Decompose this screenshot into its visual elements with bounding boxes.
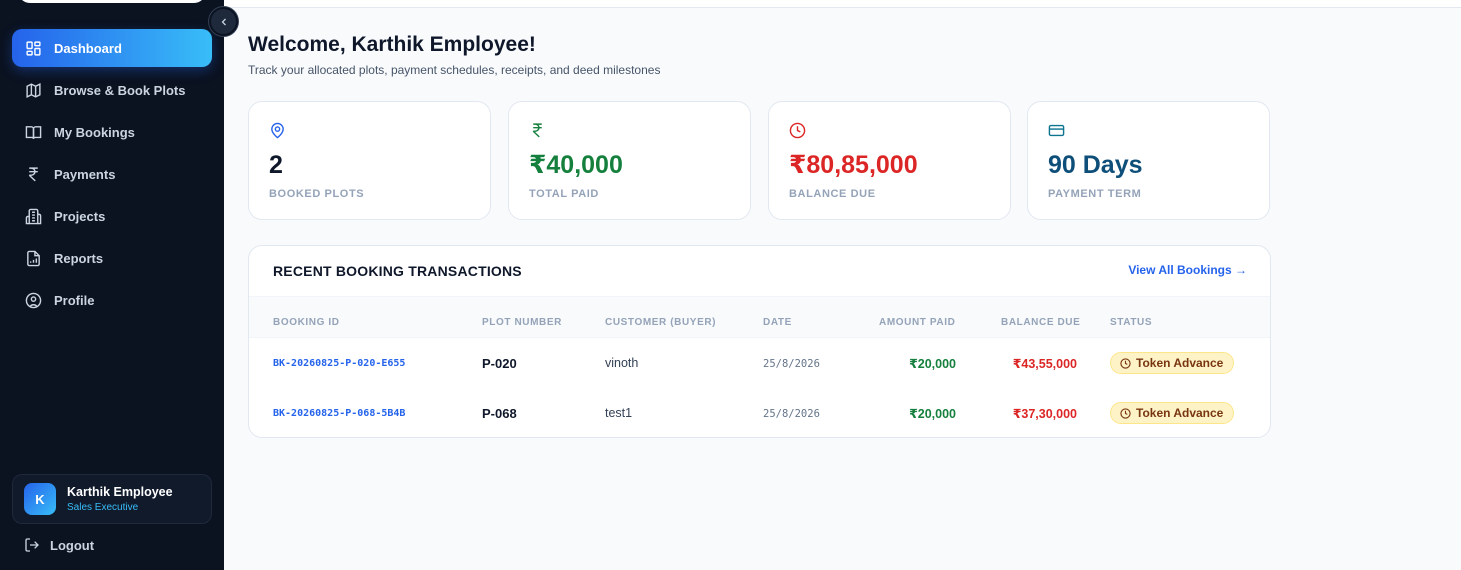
column-header: PLOT NUMBER: [482, 317, 562, 328]
sidebar-collapse-button[interactable]: [209, 7, 238, 36]
credit-card-icon: [1048, 122, 1066, 140]
sidebar-item-payments[interactable]: Payments: [12, 155, 212, 193]
stat-value: 2: [269, 151, 283, 179]
page-subtitle: Track your allocated plots, payment sche…: [248, 63, 661, 77]
table-header: BOOKING ID PLOT NUMBER CUSTOMER (BUYER) …: [249, 296, 1270, 338]
stat-value: 90 Days: [1048, 151, 1143, 179]
user-circle-icon: [24, 291, 42, 309]
column-header: BOOKING ID: [273, 317, 340, 328]
sidebar-nav: Dashboard Browse & Book Plots My Booking…: [12, 29, 212, 323]
balance-due: ₹43,55,000: [1012, 357, 1077, 371]
plot-number: P-020: [482, 356, 517, 371]
stat-card-booked-plots: 2 BOOKED PLOTS: [248, 101, 491, 220]
sidebar-item-dashboard[interactable]: Dashboard: [12, 29, 212, 67]
stat-label: PAYMENT TERM: [1048, 188, 1142, 200]
chevron-left-icon: [221, 18, 226, 25]
stat-card-payment-term: 90 Days PAYMENT TERM: [1027, 101, 1270, 220]
building-icon: [24, 207, 42, 225]
dashboard-grid-icon: [24, 39, 42, 57]
sidebar-logo-area: [18, 0, 206, 3]
table-row[interactable]: BK-20260825-P-020-E655 P-020 vinoth 25/8…: [249, 338, 1270, 388]
sidebar-item-label: Payments: [54, 166, 116, 182]
sidebar-item-label: Reports: [54, 250, 104, 266]
sidebar-item-label: My Bookings: [54, 124, 135, 140]
user-profile-card[interactable]: K Karthik Employee Sales Executive: [12, 474, 212, 524]
column-header: BALANCE DUE: [1001, 317, 1081, 328]
sidebar-item-my-bookings[interactable]: My Bookings: [12, 113, 212, 151]
customer-name: vinoth: [605, 356, 639, 370]
logout-button[interactable]: Logout: [24, 537, 94, 553]
plot-number: P-068: [482, 406, 517, 421]
column-header: CUSTOMER (BUYER): [605, 317, 717, 328]
status-label: Token Advance: [1136, 356, 1224, 370]
stat-card-balance-due: ₹80,85,000 BALANCE DUE: [768, 101, 1011, 220]
rupee-icon: [24, 165, 42, 183]
amount-paid: ₹20,000: [909, 357, 956, 371]
report-file-icon: [24, 249, 42, 267]
top-bar: [224, 0, 1461, 8]
avatar: K: [24, 483, 56, 515]
clock-icon: [789, 122, 807, 140]
clock-icon: [1120, 407, 1131, 419]
booking-date: 25/8/2026: [763, 358, 820, 370]
stat-label: BALANCE DUE: [789, 188, 876, 200]
booking-date: 25/8/2026: [763, 408, 820, 420]
logout-label: Logout: [50, 537, 95, 553]
booking-id[interactable]: BK-20260825-P-020-E655: [273, 358, 406, 369]
book-open-icon: [24, 123, 42, 141]
stat-value: ₹40,000: [529, 151, 623, 179]
map-icon: [24, 81, 42, 99]
sidebar: Dashboard Browse & Book Plots My Booking…: [0, 0, 224, 570]
sidebar-item-label: Dashboard: [54, 40, 122, 56]
status-badge: Token Advance: [1110, 402, 1235, 424]
page-title: Welcome, Karthik Employee!: [248, 33, 536, 56]
column-header: STATUS: [1110, 317, 1153, 328]
rupee-icon: [529, 122, 547, 140]
recent-transactions-card: RECENT BOOKING TRANSACTIONS View All Boo…: [248, 245, 1271, 438]
status-label: Token Advance: [1136, 406, 1224, 420]
stat-label: TOTAL PAID: [529, 188, 599, 200]
view-all-bookings-link[interactable]: View All Bookings →: [1128, 263, 1247, 277]
sidebar-item-reports[interactable]: Reports: [12, 239, 212, 277]
user-role: Sales Executive: [67, 502, 139, 513]
amount-paid: ₹20,000: [909, 407, 956, 421]
column-header: AMOUNT PAID: [879, 317, 956, 328]
sidebar-item-projects[interactable]: Projects: [12, 197, 212, 235]
sidebar-item-browse-book-plots[interactable]: Browse & Book Plots: [12, 71, 212, 109]
stat-card-total-paid: ₹40,000 TOTAL PAID: [508, 101, 751, 220]
stat-label: BOOKED PLOTS: [269, 188, 365, 200]
clock-icon: [1120, 357, 1131, 369]
booking-id[interactable]: BK-20260825-P-068-5B4B: [273, 408, 406, 419]
sidebar-item-label: Profile: [54, 292, 95, 308]
section-title: RECENT BOOKING TRANSACTIONS: [273, 263, 522, 279]
sidebar-item-label: Browse & Book Plots: [54, 82, 186, 98]
column-header: DATE: [763, 317, 792, 328]
balance-due: ₹37,30,000: [1012, 407, 1077, 421]
logout-icon: [25, 538, 39, 552]
stat-value: ₹80,85,000: [789, 151, 918, 179]
table-row[interactable]: BK-20260825-P-068-5B4B P-068 test1 25/8/…: [249, 388, 1270, 437]
map-pin-icon: [269, 122, 287, 140]
customer-name: test1: [605, 406, 633, 420]
status-badge: Token Advance: [1110, 352, 1235, 374]
user-name: Karthik Employee: [67, 485, 173, 499]
sidebar-item-label: Projects: [54, 208, 106, 224]
sidebar-item-profile[interactable]: Profile: [12, 281, 212, 319]
